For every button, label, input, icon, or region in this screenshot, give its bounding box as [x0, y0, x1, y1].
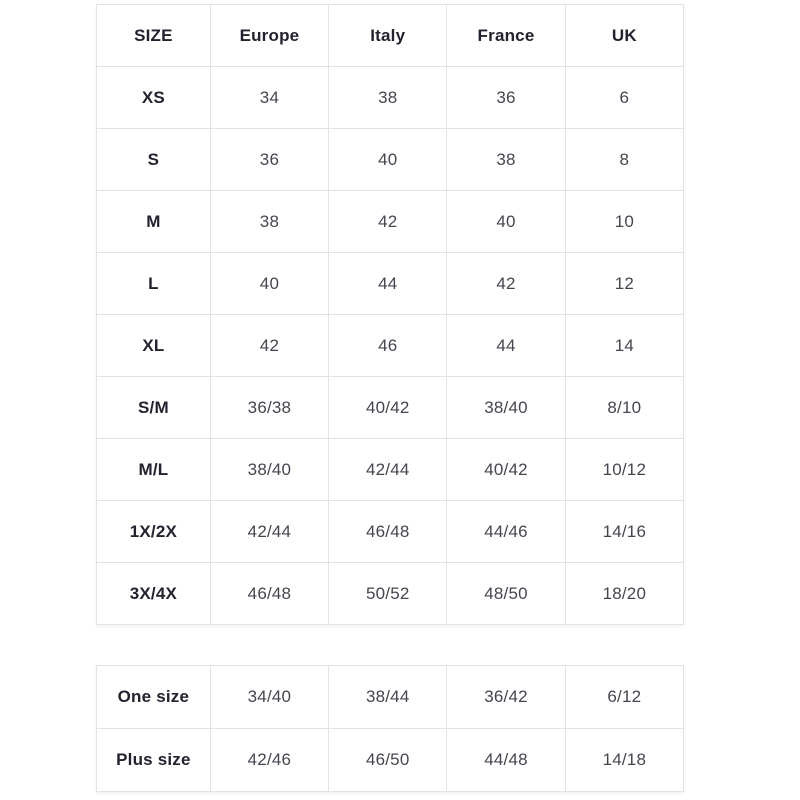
value-cell: 46/50 [328, 728, 448, 792]
value-cell: 38 [446, 128, 566, 191]
table-row: L 40 44 42 12 [96, 252, 685, 315]
header-cell-italy: Italy [328, 4, 448, 67]
table-row: M 38 42 40 10 [96, 190, 685, 253]
table-row: 3X/4X 46/48 50/52 48/50 18/20 [96, 562, 685, 625]
value-cell: 40/42 [446, 438, 566, 501]
value-cell: 14 [564, 314, 685, 377]
value-cell: 34 [209, 66, 330, 129]
table-row: 1X/2X 42/44 46/48 44/46 14/16 [96, 500, 685, 563]
value-cell: 42 [209, 314, 330, 377]
table-row: One size 34/40 38/44 36/42 6/12 [96, 665, 685, 729]
value-cell: 14/18 [564, 728, 685, 792]
row-label-cell: XS [96, 66, 211, 129]
row-label-cell: M/L [96, 438, 211, 501]
header-row: SIZE Europe Italy France UK [96, 4, 685, 67]
value-cell: 36/42 [446, 665, 566, 729]
value-cell: 38/40 [209, 438, 330, 501]
row-label-cell: Plus size [96, 728, 211, 792]
value-cell: 50/52 [328, 562, 448, 625]
row-label-cell: M [96, 190, 211, 253]
value-cell: 44 [328, 252, 448, 315]
value-cell: 18/20 [564, 562, 685, 625]
row-label-cell: S [96, 128, 211, 191]
value-cell: 40 [446, 190, 566, 253]
value-cell: 42 [446, 252, 566, 315]
table-row: S/M 36/38 40/42 38/40 8/10 [96, 376, 685, 439]
value-cell: 38 [209, 190, 330, 253]
value-cell: 44 [446, 314, 566, 377]
value-cell: 40 [209, 252, 330, 315]
special-size-table: One size 34/40 38/44 36/42 6/12 Plus siz… [96, 665, 685, 792]
header-cell-europe: Europe [209, 4, 330, 67]
size-conversion-table: SIZE Europe Italy France UK XS 34 38 36 … [96, 4, 685, 625]
value-cell: 40 [328, 128, 448, 191]
value-cell: 48/50 [446, 562, 566, 625]
value-cell: 42 [328, 190, 448, 253]
row-label-cell: 3X/4X [96, 562, 211, 625]
value-cell: 38 [328, 66, 448, 129]
value-cell: 42/44 [328, 438, 448, 501]
value-cell: 36 [209, 128, 330, 191]
value-cell: 8 [564, 128, 685, 191]
row-label-cell: 1X/2X [96, 500, 211, 563]
value-cell: 44/46 [446, 500, 566, 563]
row-label-cell: L [96, 252, 211, 315]
value-cell: 36/38 [209, 376, 330, 439]
table-row: XL 42 46 44 14 [96, 314, 685, 377]
value-cell: 6/12 [564, 665, 685, 729]
value-cell: 10/12 [564, 438, 685, 501]
value-cell: 34/40 [209, 665, 330, 729]
one-size-plus-size-table: One size 34/40 38/44 36/42 6/12 Plus siz… [96, 665, 685, 792]
value-cell: 40/42 [328, 376, 448, 439]
table-row: M/L 38/40 42/44 40/42 10/12 [96, 438, 685, 501]
value-cell: 12 [564, 252, 685, 315]
row-label-cell: S/M [96, 376, 211, 439]
header-cell-size: SIZE [96, 4, 211, 67]
value-cell: 10 [564, 190, 685, 253]
value-cell: 42/46 [209, 728, 330, 792]
header-cell-france: France [446, 4, 566, 67]
value-cell: 8/10 [564, 376, 685, 439]
table-row: XS 34 38 36 6 [96, 66, 685, 129]
value-cell: 42/44 [209, 500, 330, 563]
row-label-cell: XL [96, 314, 211, 377]
header-cell-uk: UK [564, 4, 685, 67]
value-cell: 38/40 [446, 376, 566, 439]
row-label-cell: One size [96, 665, 211, 729]
value-cell: 36 [446, 66, 566, 129]
main-size-table: SIZE Europe Italy France UK XS 34 38 36 … [96, 4, 685, 625]
value-cell: 14/16 [564, 500, 685, 563]
value-cell: 46/48 [209, 562, 330, 625]
value-cell: 46/48 [328, 500, 448, 563]
table-row: S 36 40 38 8 [96, 128, 685, 191]
table-row: Plus size 42/46 46/50 44/48 14/18 [96, 728, 685, 792]
value-cell: 46 [328, 314, 448, 377]
value-cell: 38/44 [328, 665, 448, 729]
value-cell: 6 [564, 66, 685, 129]
value-cell: 44/48 [446, 728, 566, 792]
